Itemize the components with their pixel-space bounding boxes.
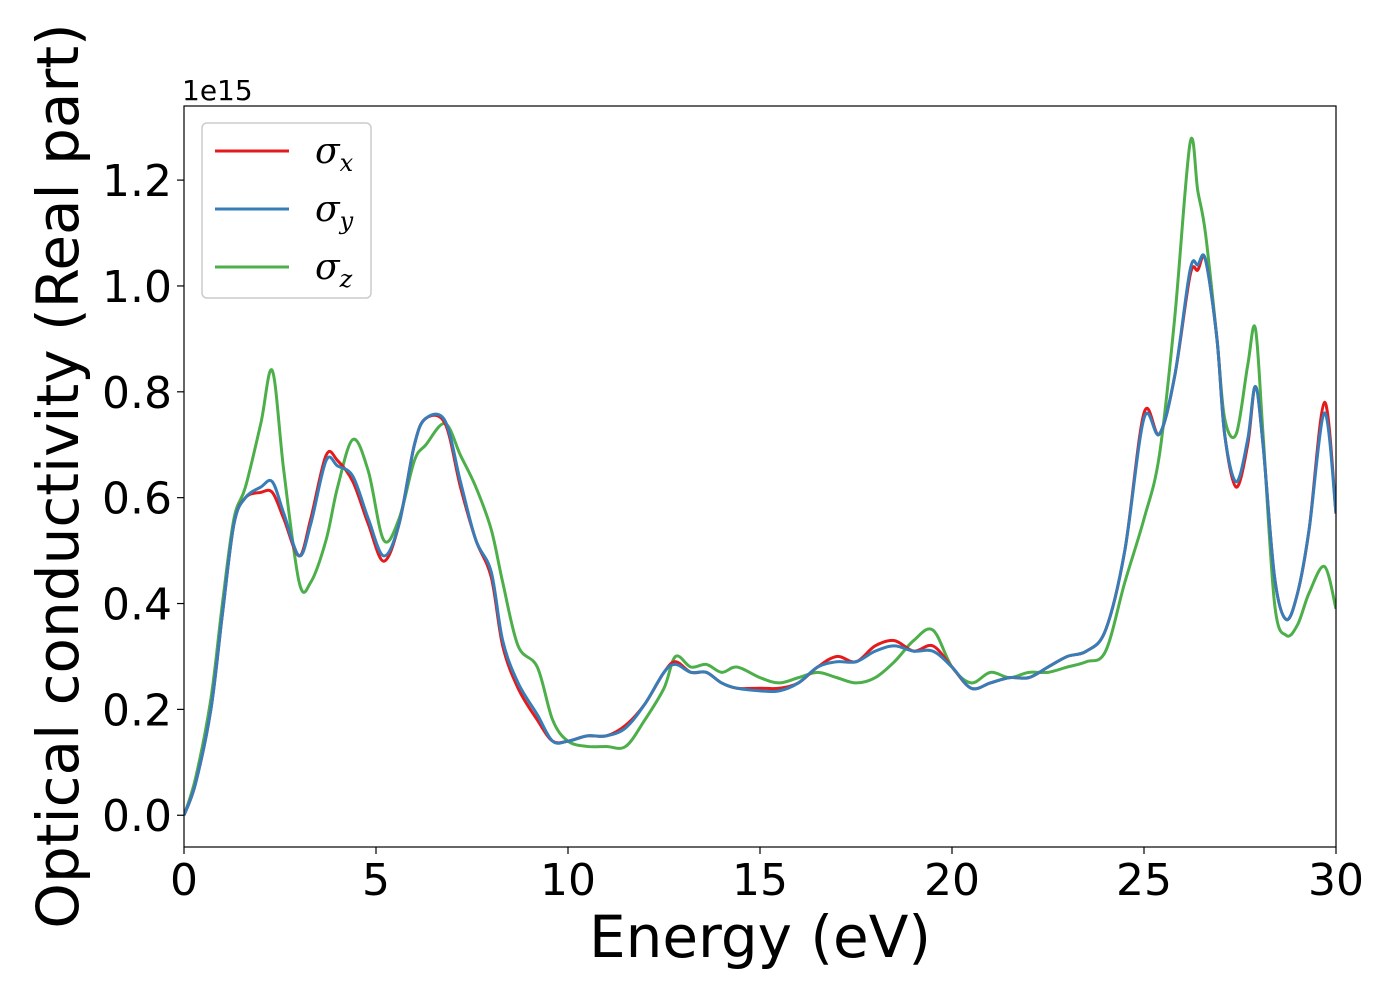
x-tick-label: 20: [924, 855, 980, 906]
x-tick-label: 25: [1116, 855, 1172, 906]
y-tick-label: 1.0: [102, 262, 172, 313]
y-tick-label: 1.2: [102, 156, 172, 207]
x-tick-label: 10: [540, 855, 596, 906]
x-axis-title: Energy (eV): [589, 903, 931, 971]
y-tick-label: 0.4: [102, 580, 172, 631]
legend-label-z: σz: [315, 247, 353, 293]
x-tick-label: 30: [1308, 855, 1364, 906]
y-offset-label: 1e15: [182, 74, 253, 107]
series-layer: [184, 136, 1336, 816]
y-tick-label: 0.2: [102, 685, 172, 736]
legend-label-y: σy: [315, 189, 354, 235]
legend-items: σx σy σz: [215, 131, 354, 293]
y-tick-label: 0.0: [102, 791, 172, 842]
series-line-y: [184, 253, 1336, 816]
x-axis: 0 5 10 15 20 25 30: [170, 847, 1364, 906]
x-tick-label: 15: [732, 855, 788, 906]
x-tick-label: 5: [362, 855, 390, 906]
series-line-z: [184, 136, 1336, 816]
y-axis: 0.0 0.2 0.4 0.6 0.8 1.0 1.2: [102, 156, 184, 842]
legend: σx σy σz: [201, 122, 372, 299]
y-axis-title: Optical conductivity (Real part): [24, 23, 92, 928]
plot-background: [184, 106, 1336, 847]
x-tick-label: 0: [170, 855, 198, 906]
y-tick-label: 0.8: [102, 368, 172, 419]
legend-label-x: σx: [315, 131, 354, 177]
y-tick-label: 0.6: [102, 474, 172, 525]
